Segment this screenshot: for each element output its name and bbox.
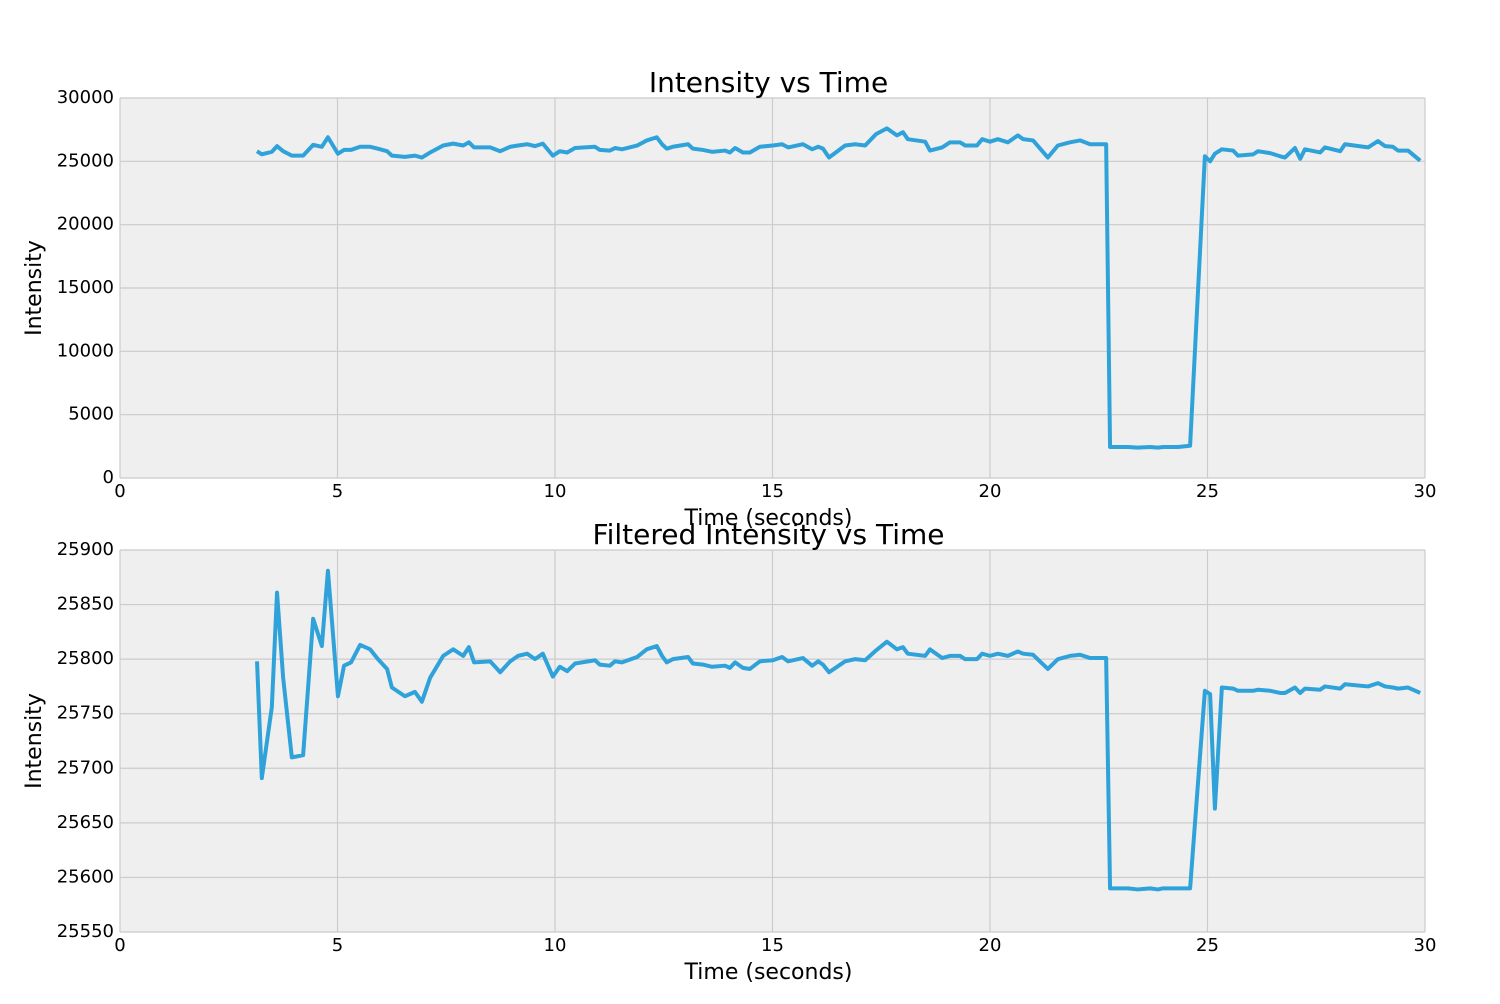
x-tick-label: 25 [1196, 481, 1219, 502]
y-tick-label: 10000 [57, 340, 114, 361]
y-tick-label: 25900 [57, 539, 114, 560]
x-tick-label: 30 [1414, 935, 1437, 956]
y-tick-label: 25000 [57, 150, 114, 171]
y-axis-label: Intensity [22, 240, 47, 336]
x-tick-label: 5 [332, 481, 343, 502]
y-tick-label: 20000 [57, 214, 114, 235]
x-tick-label: 10 [544, 935, 567, 956]
x-tick-label: 20 [979, 935, 1002, 956]
data-line [255, 568, 1422, 892]
x-tick-label: 15 [761, 935, 784, 956]
x-tick-label: 15 [761, 481, 784, 502]
x-tick-label: 30 [1414, 481, 1437, 502]
y-tick-label: 15000 [57, 277, 114, 298]
x-tick-label: 25 [1196, 935, 1219, 956]
y-tick-label: 25850 [57, 594, 114, 615]
x-tick-label: 10 [544, 481, 567, 502]
y-axis-label: Intensity [22, 693, 47, 789]
x-tick-label: 20 [979, 481, 1002, 502]
y-tick-label: 25800 [57, 648, 114, 669]
x-axis-label: Time (seconds) [684, 506, 853, 531]
y-tick-label: 0 [103, 467, 114, 488]
data-line [255, 126, 1422, 450]
y-tick-label: 25650 [57, 812, 114, 833]
x-tick-label: 5 [332, 935, 343, 956]
x-tick-label: 0 [114, 935, 125, 956]
chart-title: Intensity vs Time [649, 66, 888, 99]
y-tick-label: 30000 [57, 87, 114, 108]
x-axis-label: Time (seconds) [684, 960, 853, 985]
y-tick-label: 25750 [57, 703, 114, 724]
y-tick-label: 25600 [57, 866, 114, 887]
y-tick-label: 25700 [57, 757, 114, 778]
y-tick-label: 5000 [68, 404, 114, 425]
y-tick-label: 25550 [57, 921, 114, 942]
chart-title: Filtered Intensity vs Time [593, 518, 945, 551]
x-tick-label: 0 [114, 481, 125, 502]
